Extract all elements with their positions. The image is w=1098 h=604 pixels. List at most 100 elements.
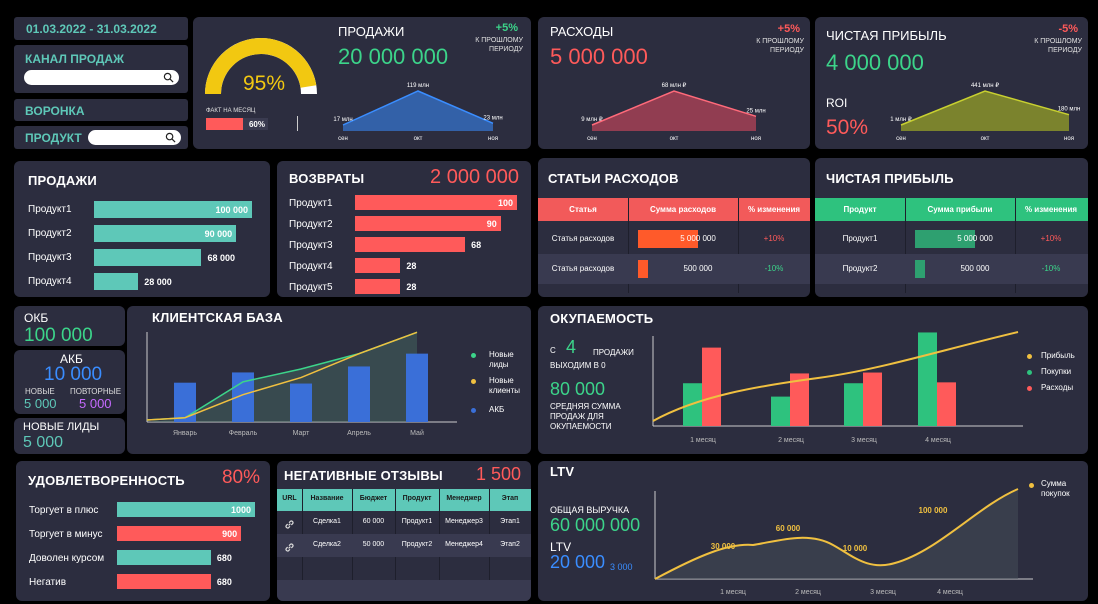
legend-label: Расходы bbox=[1041, 383, 1074, 392]
area-fill bbox=[343, 91, 493, 131]
expenses-area-chart: 9 млн ₽ сен 68 млн ₽ окт 25 млн ноя bbox=[581, 82, 765, 142]
area-line bbox=[591, 90, 757, 126]
bar-value-label: 68 000 bbox=[207, 252, 235, 263]
table-cell: Статья расходов bbox=[551, 234, 615, 243]
table-cell: Статья расходов bbox=[551, 264, 615, 273]
legend-label: Прибыль bbox=[1041, 351, 1075, 360]
tick-label: ноя bbox=[751, 136, 761, 142]
purchase-bar bbox=[918, 332, 937, 426]
series-line bbox=[146, 331, 418, 421]
legend-dot bbox=[471, 408, 476, 413]
expense-bar bbox=[937, 382, 956, 426]
channel-search-input[interactable] bbox=[24, 70, 179, 85]
akb-new-value: 5 000 bbox=[24, 396, 57, 411]
table-cell: 500 000 bbox=[960, 264, 990, 273]
bar-label: Продукт1 bbox=[28, 204, 72, 215]
akb-repeat-label: ПОВТОРНЫЕ bbox=[70, 387, 122, 396]
channel-filter-panel: КАНАЛ ПРОДАЖ bbox=[14, 45, 188, 93]
bar: 900 bbox=[117, 526, 242, 541]
akb-label: АКБ bbox=[60, 352, 83, 366]
client-base-chart: Январь Февраль Март Апрель Май bbox=[146, 331, 457, 437]
sales-products-title: ПРОДАЖИ bbox=[28, 173, 97, 188]
legend-dot bbox=[1027, 354, 1032, 359]
reviews-header bbox=[277, 489, 531, 511]
profit-change: -5% bbox=[1058, 23, 1078, 35]
table-header-cell: Продукт bbox=[843, 205, 877, 214]
payback-avg-value: 80 000 bbox=[550, 379, 606, 399]
legend-label: Покупки bbox=[1041, 367, 1072, 376]
table-cell: Сделка1 bbox=[313, 518, 341, 525]
profit-change-note: К ПРОШЛОМУ ПЕРИОДУ bbox=[1034, 38, 1082, 54]
bar bbox=[355, 279, 401, 294]
table-cell: Этап1 bbox=[500, 518, 520, 525]
expenses-kpi-panel: РАСХОДЫ 5 000 000 +5% К ПРОШЛОМУ ПЕРИОДУ… bbox=[538, 17, 810, 149]
table-cell: 50 000 bbox=[362, 541, 385, 548]
product-filter-panel: ПРОДУКТ bbox=[14, 126, 188, 149]
table-cell: 5 000 000 bbox=[957, 234, 993, 243]
table-header-cell: Этап bbox=[501, 495, 519, 502]
table-cell: +10% bbox=[763, 234, 785, 243]
ltv-legend-dot bbox=[1029, 483, 1034, 488]
table-row-bg bbox=[815, 254, 1088, 284]
ltv-title: LTV bbox=[550, 464, 575, 479]
amount-bar bbox=[638, 230, 698, 248]
table-header-cell: Сумма расходов bbox=[649, 205, 717, 214]
akb-bar bbox=[174, 382, 196, 422]
data-label: 1 млн ₽ bbox=[890, 116, 912, 123]
bar bbox=[355, 258, 401, 273]
expenses-change-note: К ПРОШЛОМУ ПЕРИОДУ bbox=[756, 38, 804, 54]
bar bbox=[94, 249, 202, 266]
profit-kpi-panel: ЧИСТАЯ ПРИБЫЛЬ 4 000 000 -5% К ПРОШЛОМУ … bbox=[815, 17, 1088, 149]
table-header-cell: % изменения bbox=[747, 205, 801, 214]
client-base-panel: КЛИЕНТСКАЯ БАЗА Январь Февраль Март Апрель М… bbox=[127, 306, 531, 454]
bar-value-label: 100 bbox=[497, 197, 513, 208]
funnel-filter-panel[interactable]: ВОРОНКА bbox=[14, 99, 188, 121]
expense-items-title: СТАТЬИ РАСХОДОВ bbox=[548, 171, 679, 186]
payback-panel: ОКУПАЕМОСТЬ С 4 ПРОДАЖИ ВЫХОДИМ В 0 80 0… bbox=[538, 306, 1088, 454]
tick-label: 2 месяц bbox=[778, 437, 804, 444]
expenses-value: 5 000 000 bbox=[550, 44, 648, 69]
ltv-value: 20 000 bbox=[550, 552, 606, 572]
profit-items-title: ЧИСТАЯ ПРИБЫЛЬ bbox=[826, 171, 954, 186]
okb-value: 100 000 bbox=[24, 325, 93, 346]
bar: 1000 bbox=[117, 502, 255, 517]
table-row-bg bbox=[277, 580, 531, 601]
bar-label: Продукт4 bbox=[28, 276, 72, 287]
payback-title: ОКУПАЕМОСТЬ bbox=[550, 311, 654, 326]
negative-reviews-title: НЕГАТИВНЫЕ ОТЗЫВЫ bbox=[284, 468, 443, 483]
product-filter-label: ПРОДУКТ bbox=[25, 131, 82, 145]
amount-bar bbox=[915, 230, 975, 248]
tick-label: 2 месяц bbox=[795, 589, 821, 596]
data-label: 17 млн bbox=[333, 117, 352, 123]
returns-total: 2 000 000 bbox=[430, 166, 519, 188]
table-cell: Продукт1 bbox=[401, 518, 433, 525]
ltv-label: LTV bbox=[550, 540, 572, 554]
okb-label: ОКБ bbox=[24, 311, 49, 325]
new-leads-panel: НОВЫЕ ЛИДЫ 5 000 bbox=[14, 418, 125, 454]
expense-items-header bbox=[538, 198, 810, 221]
payback-chart: 1 месяц 2 месяц 3 месяц 4 месяц bbox=[652, 331, 1023, 444]
profit-items-panel: ЧИСТАЯ ПРИБЫЛЬ Продукт Сумма прибыли % изм… bbox=[815, 158, 1088, 297]
table-header-cell: URL bbox=[282, 495, 297, 502]
tick-label: окт bbox=[414, 136, 423, 142]
bar-label: Продукт4 bbox=[289, 261, 333, 272]
bar-value-label: 1000 bbox=[230, 504, 251, 515]
table-header-cell: Продукт bbox=[402, 495, 432, 502]
payback-avg-text: СРЕДНЯЯ СУММА ПРОДАЖ ДЛЯ ОКУПАЕМОСТИ bbox=[550, 402, 621, 431]
table-cell: Продукт2 bbox=[401, 541, 433, 548]
product-search-input[interactable] bbox=[88, 130, 181, 145]
fact-divider bbox=[297, 116, 298, 131]
negative-reviews-count: 1 500 bbox=[475, 464, 521, 484]
table-header-cell: Менеджер bbox=[446, 495, 482, 502]
bar-label: Негатив bbox=[29, 577, 67, 588]
akb-bar bbox=[348, 366, 370, 422]
bar-label: Доволен курсом bbox=[29, 553, 105, 564]
sales-area-chart: 17 млн сен 119 млн окт 23 млн ноя bbox=[333, 83, 502, 142]
table-cell: Менеджер4 bbox=[445, 541, 483, 548]
bar-value-label: 900 bbox=[222, 528, 238, 539]
date-range-panel[interactable]: 01.03.2022 - 31.03.2022 bbox=[14, 17, 188, 40]
column-divider bbox=[905, 198, 906, 293]
expenses-change: +5% bbox=[777, 23, 800, 35]
tick-label: Май bbox=[410, 429, 424, 437]
sales-change-note: К ПРОШЛОМУ ПЕРИОДУ bbox=[475, 37, 523, 53]
